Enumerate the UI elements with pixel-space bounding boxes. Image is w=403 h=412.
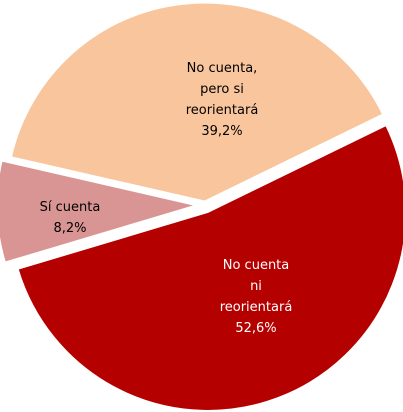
- slice-label: No cuenta ni reorientará 52,6%: [216, 255, 296, 339]
- pie-slice: [0, 160, 197, 263]
- value-label: 52,6%: [235, 321, 277, 336]
- category-label: No cuenta, pero si reorientará: [185, 61, 259, 118]
- category-label: Sí cuenta: [39, 200, 101, 215]
- pie-slice: [17, 124, 403, 411]
- slice-label: Sí cuenta 8,2%: [25, 197, 115, 239]
- pie-slice: [10, 2, 384, 202]
- category-label: No cuenta ni reorientará: [219, 258, 293, 315]
- slice-label: No cuenta, pero si reorientará 39,2%: [180, 58, 264, 142]
- value-label: 39,2%: [201, 124, 243, 139]
- value-label: 8,2%: [53, 221, 87, 236]
